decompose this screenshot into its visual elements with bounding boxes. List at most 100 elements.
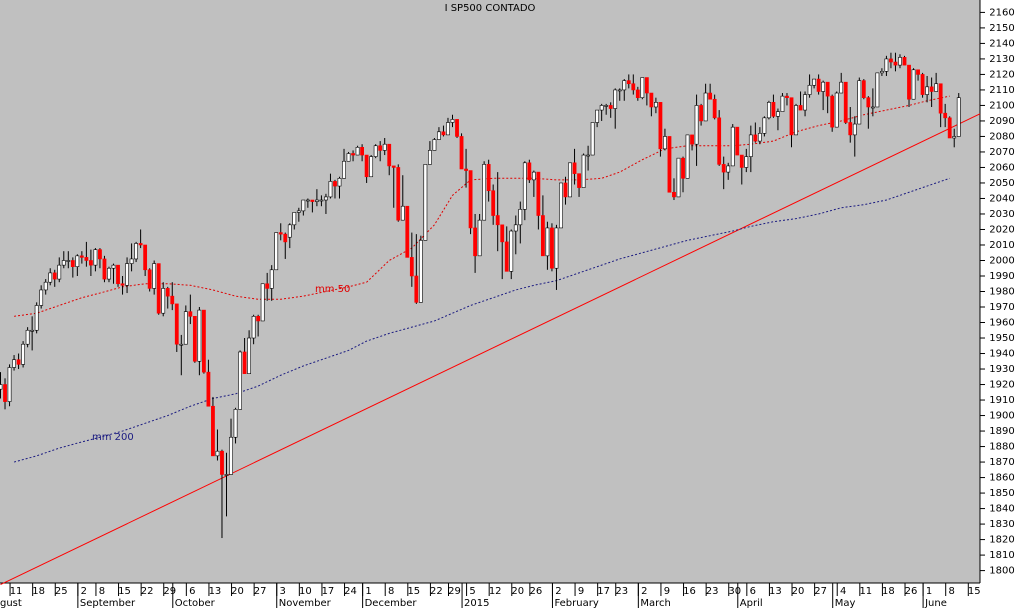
candle-body (807, 84, 812, 95)
candle-body (30, 329, 35, 332)
candle-body (274, 232, 279, 271)
candle-body (640, 77, 645, 98)
month-label: May (835, 598, 856, 608)
x-tick-label: 15 (407, 586, 420, 597)
candle-body (798, 105, 803, 111)
candle-body (947, 117, 952, 139)
y-tick-label: 2060 (989, 162, 1014, 173)
candle-body (174, 303, 179, 345)
trendline (0, 113, 981, 586)
x-tick-label: 22 (430, 586, 443, 597)
candle-body (495, 215, 500, 226)
candle-body (644, 77, 649, 94)
candle-body (138, 243, 143, 246)
candle-body (699, 105, 704, 122)
candle-body (604, 105, 609, 107)
x-tick-label: 26 (905, 586, 918, 597)
candle-body (409, 257, 414, 277)
month-label: September (80, 598, 136, 608)
candle-body (427, 150, 432, 165)
candle-body (391, 165, 396, 168)
y-tick-label: 1810 (989, 550, 1014, 561)
candle-body (762, 117, 767, 134)
y-tick-label: 2120 (989, 69, 1014, 80)
candle-body (98, 249, 102, 260)
candle-body (337, 178, 342, 187)
y-tick-label: 1840 (989, 504, 1014, 515)
candle-body (238, 351, 242, 410)
candle-body (626, 80, 631, 85)
candle-body (3, 384, 7, 402)
candle-body (305, 199, 310, 202)
candle-body (486, 164, 491, 192)
candle-body (658, 102, 663, 150)
candle-body (491, 190, 496, 216)
candle-body (66, 260, 71, 262)
ma50-label: mm 50 (315, 284, 350, 295)
candle-body (260, 283, 265, 322)
candle-body (663, 136, 667, 150)
candle-body (423, 164, 428, 241)
y-tick-label: 2070 (989, 147, 1014, 158)
candle-body (464, 168, 468, 171)
candle-body (748, 134, 753, 157)
candle-body (681, 157, 685, 179)
candle-body (310, 199, 315, 202)
month-label: October (175, 598, 216, 608)
candle-body (405, 205, 410, 258)
candle-body (672, 191, 676, 198)
candle-body (952, 136, 957, 139)
x-tick-label: 10 (299, 586, 312, 597)
x-tick-label: 4 (840, 586, 846, 597)
x-tick-label: 24 (344, 586, 357, 597)
y-tick-label: 2110 (989, 85, 1014, 96)
candle-body (378, 145, 383, 151)
candle-body (509, 230, 514, 272)
candle-body (369, 156, 374, 178)
x-tick-label: 15 (118, 586, 131, 597)
candle-body (622, 80, 627, 91)
candle-body (631, 83, 636, 91)
candle-body (414, 275, 419, 303)
candle-body (653, 102, 658, 108)
y-tick-label: 1890 (989, 426, 1014, 437)
month-label: February (554, 598, 598, 608)
candle-body (301, 199, 306, 212)
candle-body (857, 80, 862, 125)
x-tick-label: 6 (750, 586, 756, 597)
y-tick-label: 1940 (989, 349, 1014, 360)
candle-body (333, 181, 337, 187)
y-tick-label: 1800 (989, 566, 1014, 577)
x-tick-label: 9 (664, 586, 670, 597)
candle-body (617, 89, 622, 92)
candle-body (328, 181, 333, 198)
candle-body (346, 153, 351, 162)
candle-body (513, 224, 518, 232)
candle-body (884, 58, 889, 72)
candle-body (351, 153, 355, 156)
candle-body (220, 450, 224, 475)
candle-body (739, 154, 744, 168)
candle-body (179, 343, 184, 346)
candle-body (757, 133, 762, 142)
x-tick-label: 2 (555, 586, 561, 597)
candle-body (79, 255, 84, 258)
candle-body (852, 123, 857, 136)
y-tick-label: 2000 (989, 255, 1014, 266)
candle-body (152, 263, 157, 289)
candle-body (821, 81, 826, 92)
lines (0, 95, 981, 586)
candle-body (753, 134, 758, 142)
candle-body (197, 309, 202, 362)
candle-body (84, 257, 89, 261)
candle-body (554, 227, 559, 269)
candle-body (432, 139, 437, 151)
candle-body (531, 171, 536, 181)
x-tick-label: 6 (189, 586, 195, 597)
candle-body (825, 81, 830, 97)
candle-body (559, 182, 563, 229)
candle-body (907, 64, 911, 100)
x-tick-label: 12 (489, 586, 502, 597)
